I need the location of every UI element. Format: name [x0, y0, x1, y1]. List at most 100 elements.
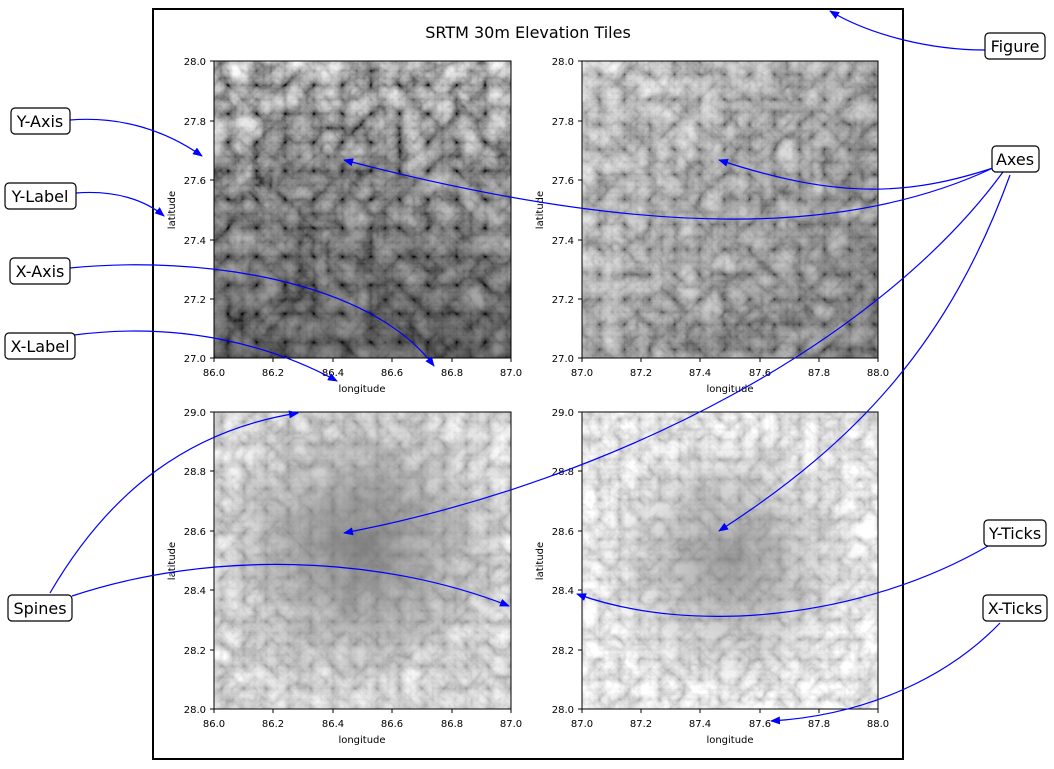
arrow-axes-4 [718, 174, 1011, 532]
x-tick-label: 87.2 [630, 719, 652, 730]
panel-4-x-label: longitude [706, 735, 753, 746]
callout-figure: Figure [984, 32, 1046, 60]
panel-3-x-ticks: 86.0 86.2 86.4 86.6 86.8 87.0 [203, 709, 522, 730]
x-tick-label: 88.0 [867, 719, 889, 730]
y-tick-label: 28.2 [552, 646, 574, 657]
y-tick-label: 28.8 [552, 467, 574, 478]
x-tick-label: 87.0 [571, 368, 593, 379]
y-tick-label: 27.6 [552, 176, 574, 187]
svg-text:X-Label: X-Label [10, 337, 69, 356]
callout-y-ticks: Y-Ticks [983, 519, 1047, 547]
x-tick-label: 87.6 [749, 368, 771, 379]
arrow-spines-2 [71, 563, 510, 607]
panel-4-y-label: latitude [535, 542, 546, 580]
svg-text:X-Ticks: X-Ticks [988, 599, 1043, 618]
panel-2-y-ticks: 27.0 27.2 27.4 27.6 27.8 28.0 [552, 57, 582, 365]
y-tick-label: 28.2 [184, 646, 206, 657]
x-tick-label: 86.6 [381, 368, 403, 379]
x-tick-label: 86.0 [203, 719, 225, 730]
panel-2-y-label: latitude [535, 191, 546, 229]
arrow-figure [829, 10, 986, 51]
callout-x-axis: X-Axis [9, 257, 71, 285]
x-tick-label: 86.2 [262, 368, 284, 379]
panel-4-image [582, 412, 878, 709]
x-tick-label: 86.2 [262, 719, 284, 730]
x-tick-label: 87.4 [689, 368, 711, 379]
y-tick-label: 27.0 [184, 354, 206, 365]
x-tick-label: 87.0 [500, 719, 522, 730]
y-tick-label: 27.8 [184, 117, 206, 128]
panel-4-x-ticks: 87.0 87.2 87.4 87.6 87.8 88.0 [571, 709, 889, 730]
panel-3-y-ticks: 28.0 28.2 28.4 28.6 28.8 29.0 [184, 408, 214, 716]
panel-4-y-ticks: 28.0 28.2 28.4 28.6 28.8 29.0 [552, 408, 582, 716]
x-tick-label: 87.8 [808, 719, 830, 730]
panel-1-spines [213, 60, 512, 359]
callout-axes: Axes [991, 145, 1040, 173]
y-tick-label: 27.0 [552, 354, 574, 365]
y-tick-label: 28.8 [184, 467, 206, 478]
y-tick-label: 27.4 [184, 236, 206, 247]
panel-1-y-label: latitude [167, 191, 178, 229]
y-tick-label: 27.2 [184, 295, 206, 306]
arrow-x-ticks [770, 622, 1001, 725]
panel-3-x-label: longitude [338, 735, 385, 746]
panel-3-image [214, 412, 511, 709]
y-tick-label: 27.4 [552, 236, 574, 247]
arrow-y-axis [69, 118, 203, 157]
x-tick-label: 87.0 [500, 368, 522, 379]
y-tick-label: 28.6 [552, 527, 574, 538]
x-tick-label: 86.4 [322, 368, 344, 379]
panel-2-x-label: longitude [706, 384, 753, 395]
panel-4-spines [581, 411, 879, 710]
y-tick-label: 28.4 [184, 586, 206, 597]
arrow-axes-2 [718, 159, 994, 190]
x-tick-label: 86.8 [441, 719, 463, 730]
x-tick-label: 86.8 [441, 368, 463, 379]
arrow-y-ticks [576, 545, 989, 617]
callout-spines: Spines [7, 594, 73, 622]
x-tick-label: 87.4 [689, 719, 711, 730]
callout-arrows [49, 10, 1011, 725]
x-tick-label: 88.0 [867, 368, 889, 379]
svg-text:Figure: Figure [991, 37, 1040, 56]
panel-2-image [582, 61, 878, 358]
y-tick-label: 27.2 [552, 295, 574, 306]
x-tick-label: 87.6 [749, 719, 771, 730]
y-tick-label: 28.0 [184, 57, 206, 68]
y-tick-label: 29.0 [184, 408, 206, 419]
panel-1-image [214, 61, 511, 358]
svg-text:Y-Axis: Y-Axis [16, 112, 64, 131]
panel-2-x-ticks: 87.0 87.2 87.4 87.6 87.8 88.0 [571, 358, 889, 379]
x-tick-label: 86.4 [322, 719, 344, 730]
svg-text:Axes: Axes [996, 150, 1034, 169]
arrow-spines-1 [49, 410, 299, 594]
panel-2-spines [581, 60, 879, 359]
panel-3-spines [213, 411, 512, 710]
y-tick-label: 28.0 [552, 57, 574, 68]
svg-text:X-Axis: X-Axis [16, 262, 65, 281]
y-tick-label: 28.0 [184, 705, 206, 716]
y-tick-label: 27.6 [184, 176, 206, 187]
y-tick-label: 29.0 [552, 408, 574, 419]
arrow-axes-3 [343, 171, 1004, 536]
panel-1-y-ticks: 27.0 27.2 27.4 27.6 27.8 28.0 [184, 57, 214, 365]
x-tick-label: 86.0 [203, 368, 225, 379]
panel-1-x-label: longitude [338, 384, 385, 395]
arrow-axes-1 [343, 158, 994, 220]
callout-y-label: Y-Label [4, 182, 77, 210]
arrow-x-axis [69, 264, 435, 367]
x-tick-label: 87.8 [808, 368, 830, 379]
svg-text:Y-Label: Y-Label [11, 187, 69, 206]
arrow-x-label [73, 330, 338, 382]
figure-title: SRTM 30m Elevation Tiles [425, 23, 631, 42]
callout-x-ticks: X-Ticks [982, 594, 1048, 622]
callout-x-label: X-Label [4, 332, 76, 360]
x-tick-label: 87.0 [571, 719, 593, 730]
y-tick-label: 28.0 [552, 705, 574, 716]
y-tick-label: 28.6 [184, 527, 206, 538]
y-tick-label: 27.8 [552, 117, 574, 128]
x-tick-label: 86.6 [381, 719, 403, 730]
svg-text:Y-Ticks: Y-Ticks [988, 524, 1041, 543]
x-tick-label: 87.2 [630, 368, 652, 379]
